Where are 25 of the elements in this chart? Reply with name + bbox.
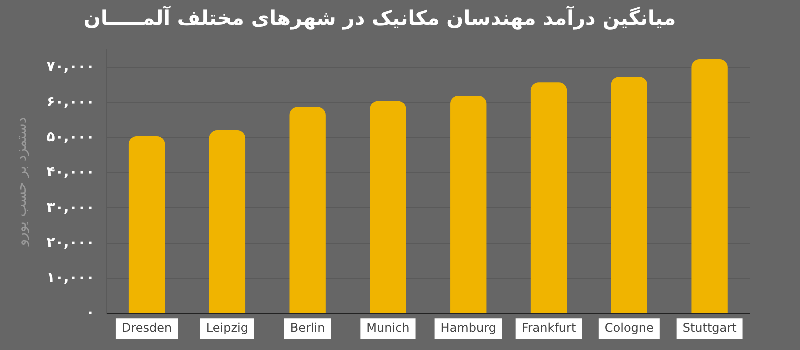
x-tick-label: Hamburg: [440, 320, 496, 335]
x-tick-label: Dresden: [122, 320, 172, 335]
bar: [611, 77, 648, 314]
x-tick-label: Frankfurt: [522, 320, 576, 335]
bar: [290, 107, 326, 314]
y-tick-label: ۷۰,۰۰۰: [46, 59, 95, 76]
y-tick-label: ۳۰,۰۰۰: [46, 200, 95, 216]
chart-title: میانگین درآمد مهندسان مکانیک در شهرهای مختلف آلمـــــان: [84, 5, 676, 30]
x-tick-label: Berlin: [290, 320, 326, 335]
bar: [128, 136, 166, 314]
y-tick-label: ۰: [86, 305, 95, 322]
x-tick-label: Leipzig: [206, 320, 248, 335]
x-tick-label: Cologne: [604, 320, 654, 335]
x-tick-label: Munich: [366, 320, 410, 335]
bar: [370, 101, 406, 314]
y-tick-label: ۵۰,۰۰۰: [46, 130, 95, 146]
bar: [209, 130, 246, 314]
y-tick-label: ۱۰,۰۰۰: [46, 270, 95, 286]
x-tick-label: Stuttgart: [682, 320, 738, 335]
bar: [450, 96, 487, 314]
bar: [692, 59, 728, 314]
y-tick-label: ۴۰,۰۰۰: [46, 164, 95, 181]
y-tick-label: ۲۰,۰۰۰: [46, 234, 95, 251]
bar: [530, 82, 568, 314]
y-tick-label: ۶۰,۰۰۰: [46, 94, 95, 110]
